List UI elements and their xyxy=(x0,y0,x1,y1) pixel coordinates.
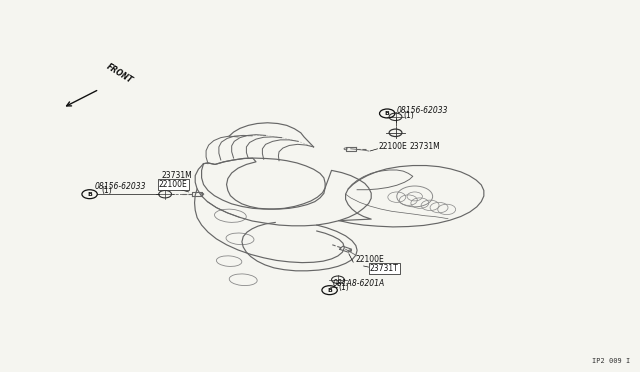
Text: IP2 009 I: IP2 009 I xyxy=(592,358,630,364)
Text: (1): (1) xyxy=(101,186,112,195)
Text: 081A8-6201A: 081A8-6201A xyxy=(333,279,385,288)
Text: 23731M: 23731M xyxy=(161,171,192,180)
Text: 23731M: 23731M xyxy=(410,142,440,151)
Text: 08156-62033: 08156-62033 xyxy=(95,182,146,191)
Text: FRONT: FRONT xyxy=(104,62,134,85)
Text: B: B xyxy=(327,288,332,293)
Text: B: B xyxy=(87,192,92,197)
Text: (1): (1) xyxy=(338,283,349,292)
Text: 22100E: 22100E xyxy=(159,180,188,189)
Text: B: B xyxy=(385,111,390,116)
Text: (1): (1) xyxy=(403,110,414,119)
Text: 23731T: 23731T xyxy=(370,264,399,273)
Text: 08156-62033: 08156-62033 xyxy=(397,106,448,115)
Text: 22100E: 22100E xyxy=(379,142,408,151)
Text: 22100E: 22100E xyxy=(355,255,384,264)
